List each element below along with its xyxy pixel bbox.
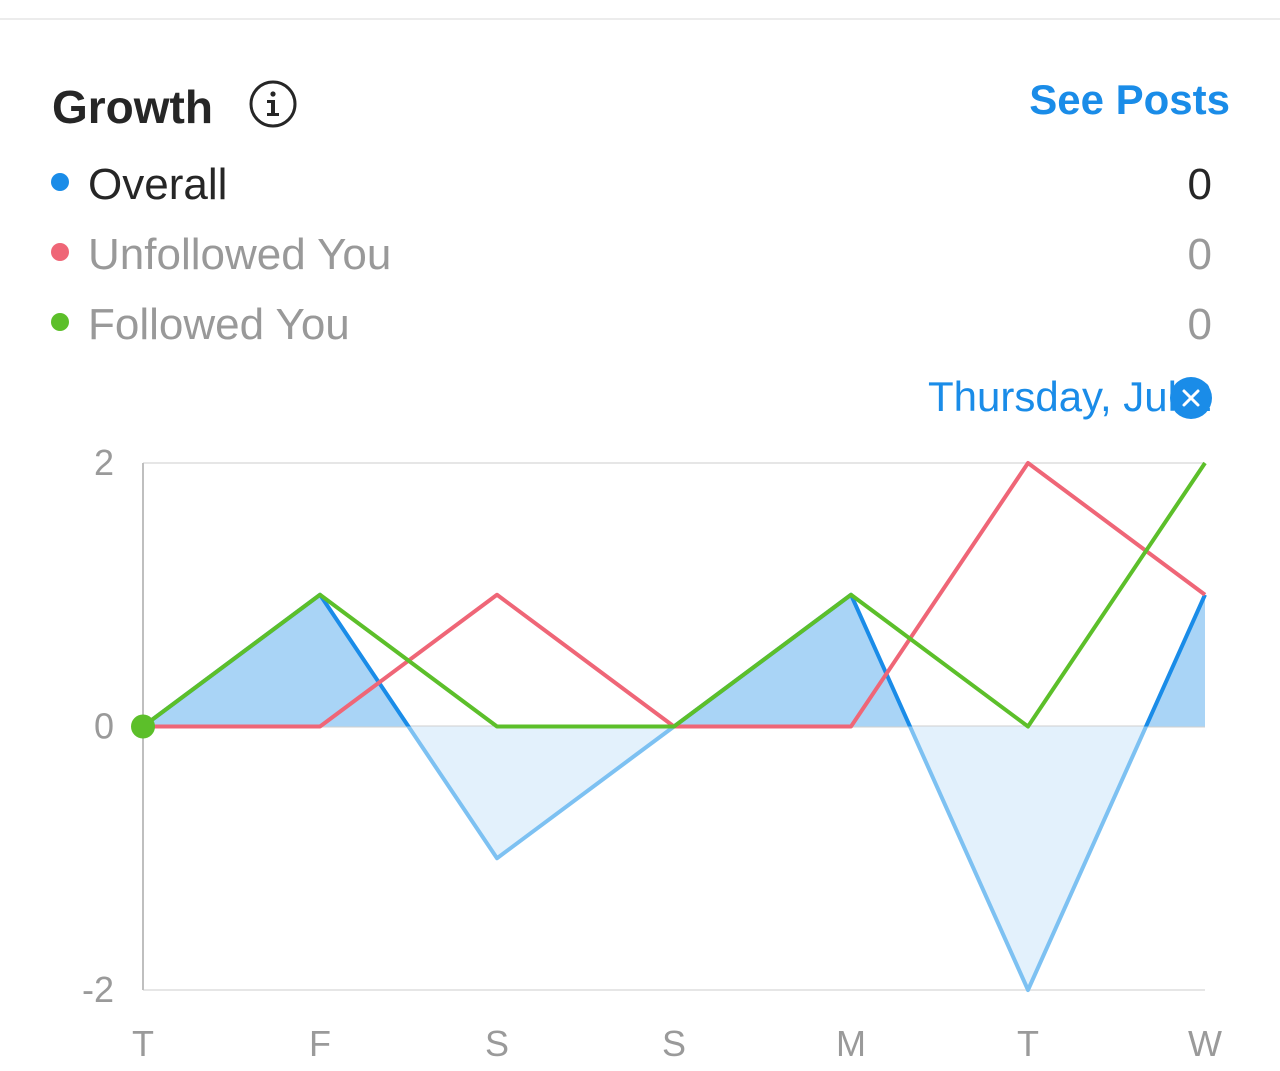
- legend-value-overall: 0: [1187, 160, 1212, 209]
- x-tick-label: T: [1017, 1023, 1039, 1064]
- x-tick-label: S: [662, 1023, 686, 1064]
- legend-row-overall: Overall 0: [48, 152, 1212, 222]
- top-divider: [0, 18, 1280, 20]
- series-line-followed: [141, 461, 1207, 729]
- y-tick-label: -2: [82, 969, 114, 1010]
- legend-label-overall: Overall: [88, 160, 228, 209]
- legend-label-unfollowed: Unfollowed You: [88, 230, 392, 279]
- followed-dot: [51, 313, 69, 331]
- see-posts-link[interactable]: See Posts: [1029, 76, 1230, 123]
- selected-date-label: Thursday, Jul 2: [927, 373, 1212, 420]
- legend-value-unfollowed: 0: [1187, 230, 1212, 279]
- legend-value-followed: 0: [1187, 300, 1212, 349]
- page-title: Growth: [52, 81, 213, 133]
- x-tick-label: F: [309, 1023, 331, 1064]
- legend-label-followed: Followed You: [88, 300, 350, 349]
- x-tick-label: T: [132, 1023, 154, 1064]
- x-tick-label: W: [1188, 1023, 1222, 1064]
- y-tick-label: 2: [94, 442, 114, 483]
- legend-row-followed: Followed You 0: [48, 292, 1212, 362]
- close-icon[interactable]: [1170, 377, 1212, 419]
- x-tick-label: S: [485, 1023, 509, 1064]
- unfollowed-dot: [51, 243, 69, 261]
- overall-line-negative: [143, 726, 1149, 992]
- info-icon[interactable]: [249, 80, 297, 128]
- highlighted-point: [131, 714, 155, 739]
- overall-area-positive: [143, 594, 1205, 727]
- legend: Overall 0 Unfollowed You 0 Followed You …: [48, 152, 1212, 362]
- y-tick-label: 0: [94, 706, 114, 747]
- legend-row-unfollowed: Unfollowed You 0: [48, 222, 1212, 292]
- growth-header: Growth See Posts: [52, 76, 1232, 136]
- growth-chart[interactable]: 2 0 -2 T F S S M T W: [0, 440, 1280, 1071]
- overall-dot: [51, 173, 69, 191]
- x-tick-label: M: [836, 1023, 866, 1064]
